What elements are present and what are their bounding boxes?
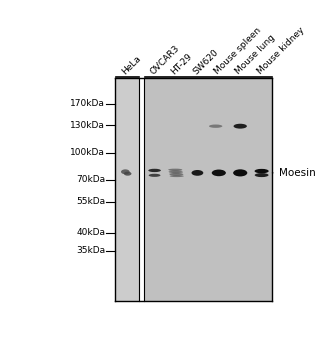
Text: Mouse kidney: Mouse kidney xyxy=(255,26,306,76)
Text: 130kDa: 130kDa xyxy=(70,120,105,130)
Text: HT-29: HT-29 xyxy=(170,51,194,76)
Ellipse shape xyxy=(170,175,184,177)
Bar xyxy=(115,78,139,301)
Ellipse shape xyxy=(121,169,130,174)
Text: 170kDa: 170kDa xyxy=(70,99,105,108)
Ellipse shape xyxy=(255,173,269,177)
Ellipse shape xyxy=(209,125,223,128)
Text: 35kDa: 35kDa xyxy=(76,246,105,255)
Ellipse shape xyxy=(233,169,247,176)
Ellipse shape xyxy=(149,174,160,177)
Bar xyxy=(144,78,272,301)
Text: Mouse spleen: Mouse spleen xyxy=(213,26,263,76)
Text: Mouse lung: Mouse lung xyxy=(234,33,277,76)
Bar xyxy=(139,78,144,301)
Ellipse shape xyxy=(255,169,269,173)
Ellipse shape xyxy=(212,169,226,176)
Text: OVCAR3: OVCAR3 xyxy=(148,43,181,76)
Ellipse shape xyxy=(169,172,183,174)
Text: 70kDa: 70kDa xyxy=(76,175,105,184)
Ellipse shape xyxy=(233,124,247,129)
Ellipse shape xyxy=(124,172,131,176)
Ellipse shape xyxy=(168,169,182,171)
Text: HeLa: HeLa xyxy=(120,54,143,76)
Text: 55kDa: 55kDa xyxy=(76,197,105,206)
Ellipse shape xyxy=(168,170,183,172)
Text: 100kDa: 100kDa xyxy=(70,148,105,158)
Ellipse shape xyxy=(148,169,161,172)
Text: 40kDa: 40kDa xyxy=(76,229,105,237)
Text: SW620: SW620 xyxy=(191,47,220,76)
Text: Moesin: Moesin xyxy=(272,168,315,178)
Ellipse shape xyxy=(169,174,184,175)
Ellipse shape xyxy=(192,170,203,176)
